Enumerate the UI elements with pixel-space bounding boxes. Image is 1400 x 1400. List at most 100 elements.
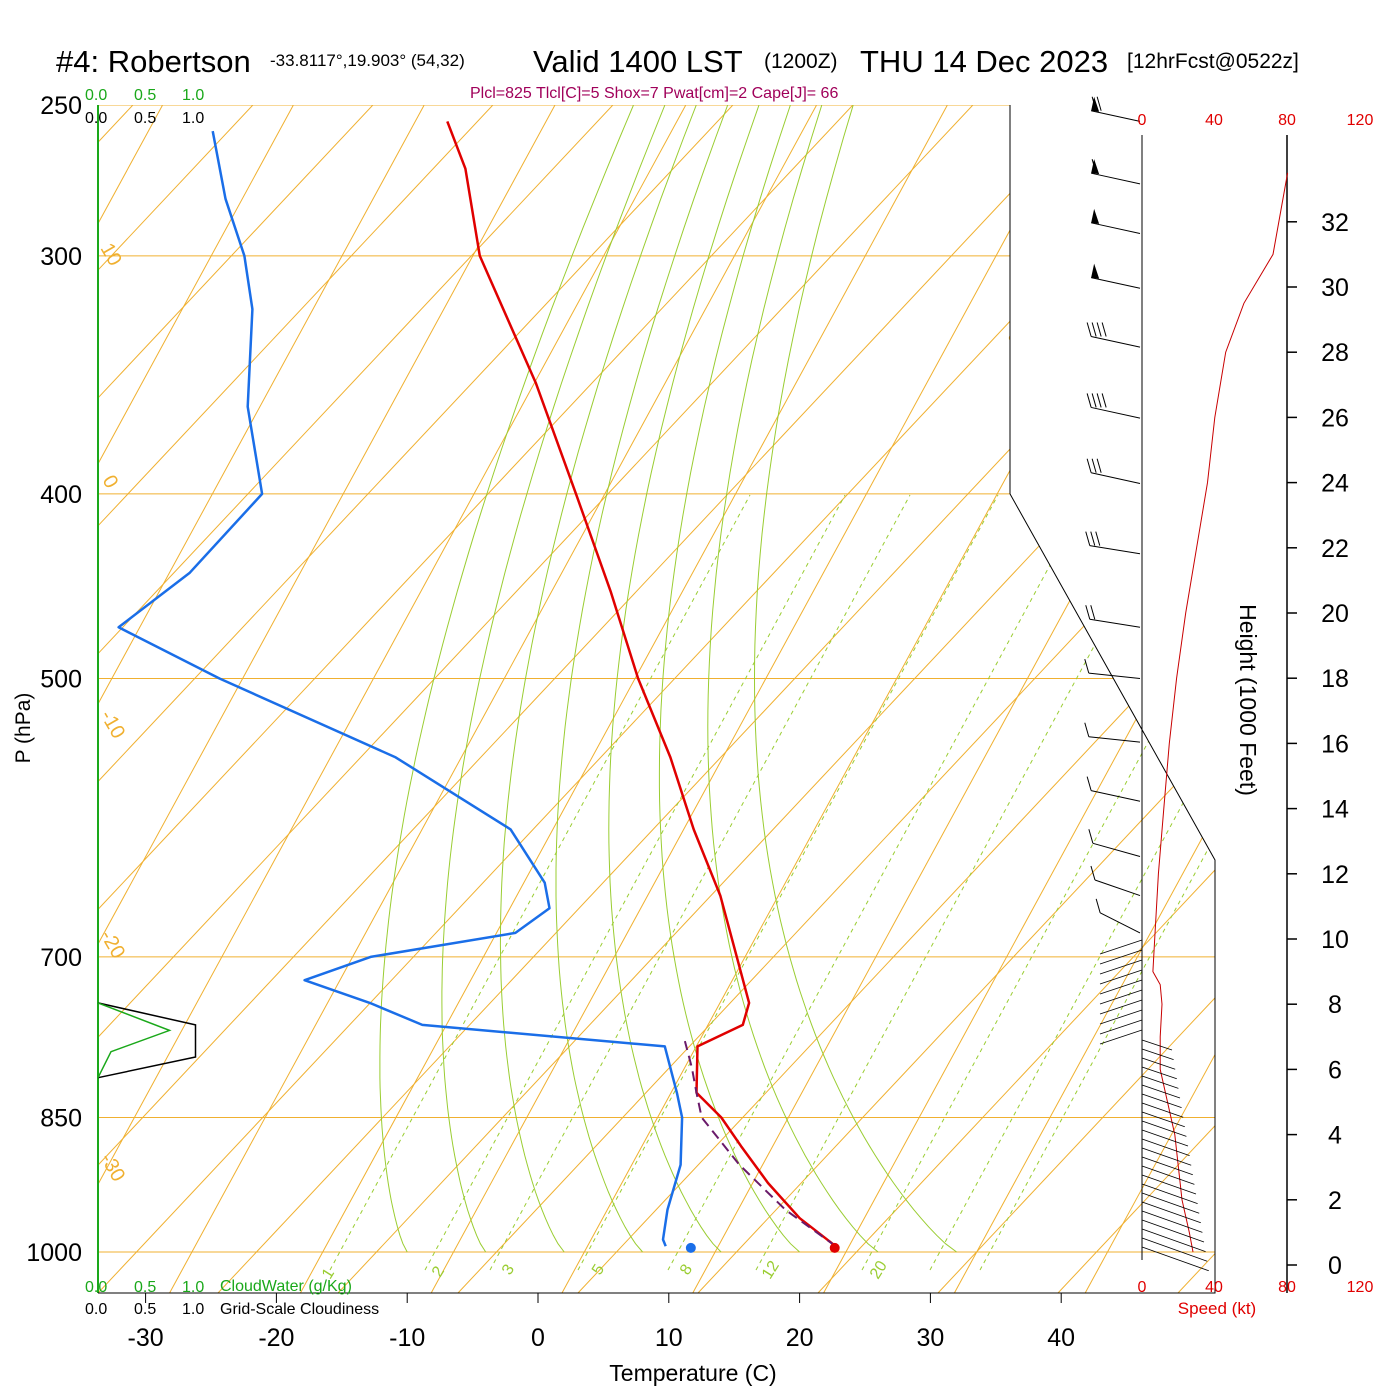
wind-barb-staff [1091,790,1141,802]
mixing-ratio-label-12: 12 [759,1258,783,1282]
forecast-date: THU 14 Dec 2023 [860,44,1108,79]
cloudiness-line [97,1002,197,1079]
height-tick-22: 22 [1321,535,1349,563]
wind-barb-feather [1088,829,1094,844]
cloudwater-label: CloudWater (g/Kg) [220,1278,352,1295]
wind-barb-staff [1092,842,1141,857]
temp-tick-0: 0 [531,1324,545,1352]
dry-adiabat-2 [337,105,1215,1293]
mixing-ratio-line-6 [861,494,1215,1271]
wind-barb-feather [1095,898,1101,913]
isotherm-0 [561,105,1210,1293]
mixing-ratio-line-5 [755,494,1177,1271]
low-level-barb-0 [1141,1039,1173,1051]
pressure-tick-300: 300 [40,243,82,271]
mixing-ratio-label-8: 8 [677,1261,696,1278]
wind-barb-feather [1096,322,1102,337]
wind-barb-feather [1086,393,1092,408]
dry-adiabat-3 [457,105,1215,1293]
dry-adiabat--2 [98,105,1049,1293]
height-tick-8: 8 [1328,991,1342,1019]
low-level-barb-22 [1141,1237,1208,1262]
height-tick-30: 30 [1321,274,1349,302]
dry-adiabat--4 [98,105,809,1293]
pressure-tick-400: 400 [40,481,82,509]
mid-level-barb-3 [1099,969,1143,985]
wind-barb-0 [1091,96,1141,122]
cloud-panel [97,1002,197,1079]
surface-temperature-dot [829,1242,840,1253]
wind-barb-feather [1091,159,1097,174]
wind-barb-feather [1086,322,1092,337]
low-level-barb-8 [1141,1111,1185,1128]
temp-tick--20: -20 [258,1324,294,1352]
moist-adiabat-2 [499,105,697,1253]
cloudiness-label: Grid-Scale Cloudiness [220,1301,379,1318]
wind-barb-feather [1090,605,1096,620]
dry-adiabat-6 [817,105,1215,1293]
mixing-ratio-line-3 [577,494,999,1271]
moist-adiabat-3 [555,105,729,1253]
wind-barb-feather [1084,658,1090,674]
speed-top-80: 80 [1278,112,1296,129]
wind-barb-staff [1091,110,1141,122]
mixing-ratio-line-1 [424,494,846,1271]
station-title: #4: Robertson [56,44,251,79]
wind-barb-7 [1085,531,1141,555]
top-black-2: 1.0 [182,110,204,127]
dry-adiabat--6 [98,105,569,1293]
wind-barb-13 [1090,865,1141,897]
forecast-run: [12hrFcst@0522z] [1127,50,1299,73]
wind-barb-staff [1099,912,1141,934]
wind-barb-staff [1091,172,1141,185]
top-green-1: 0.5 [134,87,156,104]
low-level-barb-7 [1141,1102,1184,1118]
height-tick-20: 20 [1321,600,1349,628]
height-tick-10: 10 [1321,926,1349,954]
height-axis-title: Height (1000 Feet) [1235,604,1261,796]
wind-barb-staff [1089,545,1141,555]
mixing-ratio-label-3: 3 [499,1261,518,1278]
surface-dewpoint-dot [685,1242,696,1253]
bottom-green-0: 0.0 [85,1279,107,1296]
speed-bottom-40: 40 [1205,1279,1223,1296]
isotherm-label-5: 0 [1004,329,1028,351]
height-tick-18: 18 [1321,665,1349,693]
height-tick-32: 32 [1321,209,1349,237]
isotherm-label-8: 30 [1171,757,1202,788]
low-level-barb-11 [1141,1138,1190,1156]
temp-tick--30: -30 [128,1324,164,1352]
speed-bottom-80: 80 [1278,1279,1296,1296]
low-level-barb-4 [1141,1075,1179,1089]
isotherm--60 [98,105,425,1293]
wind-barb-staff [1088,736,1141,743]
low-level-barb-16 [1141,1183,1198,1204]
dry-adiabat--9 [98,105,209,1293]
x-axis-title: Temperature (C) [609,1360,776,1386]
isotherm-label-6: 10 [1038,512,1069,543]
low-level-barb-10 [1141,1129,1189,1147]
low-level-barb-3 [1141,1066,1177,1080]
temperature-line [446,120,837,1248]
plot-border [98,105,1216,1294]
wind-barb-5 [1086,393,1141,419]
speed-top-40: 40 [1205,112,1223,129]
sounding-profiles [117,120,840,1253]
wind-barb-staff [1091,277,1141,289]
isotherm--40 [98,105,687,1293]
wind-barb-feather [1084,722,1090,737]
temp-tick-40: 40 [1047,1324,1075,1352]
low-level-barb-18 [1141,1201,1201,1224]
plot-frame [97,105,1288,1294]
speed-bottom-0: 0 [1138,1279,1147,1296]
isotherm--20 [299,105,948,1293]
wind-barb-feather [1101,322,1107,337]
wind-barb-feather [1091,322,1097,337]
bottom-black-2: 1.0 [182,1301,204,1318]
height-tick-4: 4 [1328,1122,1342,1150]
wind-barb-pennant [1091,96,1100,112]
wind-barb-11 [1086,776,1141,802]
wind-barb-feather [1091,96,1097,111]
wind-barb-9 [1084,658,1141,679]
